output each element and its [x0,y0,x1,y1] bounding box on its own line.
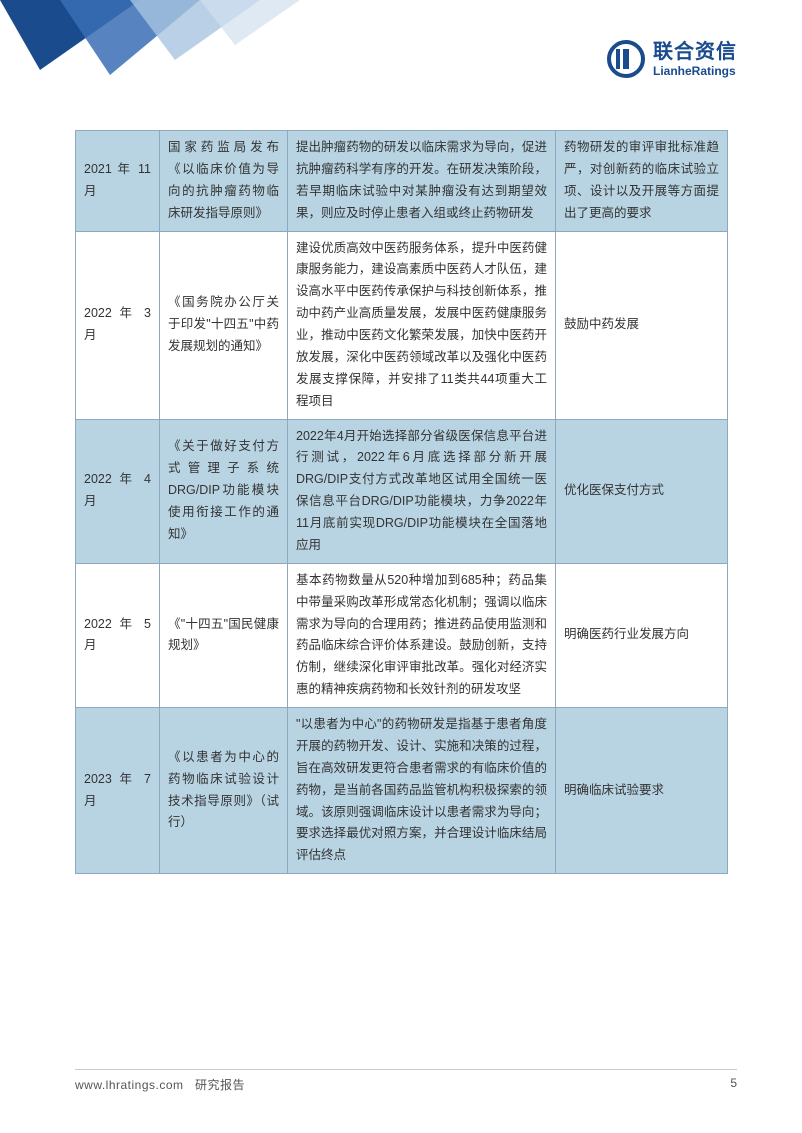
logo-en: LianheRatings [653,64,737,78]
cell-impact: 明确医药行业发展方向 [556,563,728,707]
table-row: 2022 年 4 月《关于做好支付方式管理子系统DRG/DIP功能模块使用衔接工… [76,419,728,563]
table-row: 2022 年 5 月《"十四五"国民健康规划》基本药物数量从520种增加到685… [76,563,728,707]
cell-policy: 《以患者为中心的药物临床试验设计技术指导原则》（试行） [160,708,288,874]
page-number: 5 [730,1076,737,1093]
footer-label: 研究报告 [195,1078,245,1092]
cell-date: 2023 年 7 月 [76,708,160,874]
table-row: 2021 年 11 月国家药监局发布《以临床价值为导向的抗肿瘤药物临床研发指导原… [76,131,728,232]
cell-policy: 《关于做好支付方式管理子系统DRG/DIP功能模块使用衔接工作的通知》 [160,419,288,563]
cell-date: 2022 年 3 月 [76,231,160,419]
cell-content: 2022年4月开始选择部分省级医保信息平台进行测试，2022年6月底选择部分新开… [288,419,556,563]
table-row: 2022 年 3 月《国务院办公厅关于印发"十四五"中药发展规划的通知》建设优质… [76,231,728,419]
table-row: 2023 年 7 月《以患者为中心的药物临床试验设计技术指导原则》（试行）"以患… [76,708,728,874]
cell-impact: 药物研发的审评审批标准趋严，对创新药的临床试验立项、设计以及开展等方面提出了更高… [556,131,728,232]
footer-left: www.lhratings.com 研究报告 [75,1076,245,1093]
logo: 联合资信 LianheRatings [607,40,737,78]
cell-content: 建设优质高效中医药服务体系，提升中医药健康服务能力，建设高素质中医药人才队伍，建… [288,231,556,419]
footer: www.lhratings.com 研究报告 5 [75,1069,737,1093]
cell-content: "以患者为中心"的药物研发是指基于患者角度开展的药物开发、设计、实施和决策的过程… [288,708,556,874]
logo-mark [607,40,645,78]
cell-impact: 优化医保支付方式 [556,419,728,563]
cell-policy: 《"十四五"国民健康规划》 [160,563,288,707]
policy-table: 2021 年 11 月国家药监局发布《以临床价值为导向的抗肿瘤药物临床研发指导原… [75,130,728,874]
logo-cn: 联合资信 [653,40,737,64]
cell-date: 2022 年 4 月 [76,419,160,563]
cell-date: 2021 年 11 月 [76,131,160,232]
cell-impact: 明确临床试验要求 [556,708,728,874]
logo-text: 联合资信 LianheRatings [653,40,737,78]
cell-date: 2022 年 5 月 [76,563,160,707]
cell-policy: 《国务院办公厅关于印发"十四五"中药发展规划的通知》 [160,231,288,419]
cell-policy: 国家药监局发布《以临床价值为导向的抗肿瘤药物临床研发指导原则》 [160,131,288,232]
footer-url: www.lhratings.com [75,1078,184,1092]
cell-content: 基本药物数量从520种增加到685种；药品集中带量采购改革形成常态化机制；强调以… [288,563,556,707]
main-content: 2021 年 11 月国家药监局发布《以临床价值为导向的抗肿瘤药物临床研发指导原… [75,130,727,874]
cell-impact: 鼓励中药发展 [556,231,728,419]
cell-content: 提出肿瘤药物的研发以临床需求为导向，促进抗肿瘤药科学有序的开发。在研发决策阶段，… [288,131,556,232]
